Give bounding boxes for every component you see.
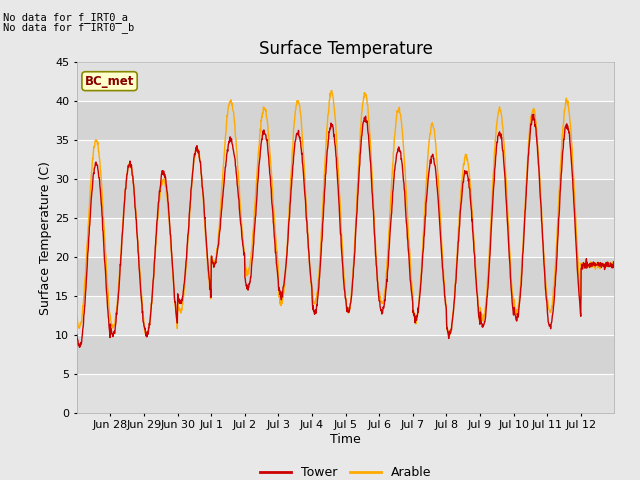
Bar	[77, 218, 614, 257]
Bar	[77, 101, 614, 140]
Bar	[77, 179, 614, 218]
Bar	[77, 296, 614, 335]
Text: No data for f̅IRT0̅_b: No data for f̅IRT0̅_b	[3, 22, 134, 33]
Bar	[77, 257, 614, 296]
Y-axis label: Surface Temperature (C): Surface Temperature (C)	[39, 161, 52, 314]
Bar	[77, 335, 614, 374]
Text: No data for f_IRT0_a: No data for f_IRT0_a	[3, 12, 128, 23]
Text: BC_met: BC_met	[85, 75, 134, 88]
Title: Surface Temperature: Surface Temperature	[259, 40, 433, 58]
Legend: Tower, Arable: Tower, Arable	[255, 461, 436, 480]
X-axis label: Time: Time	[330, 433, 361, 446]
Bar	[77, 62, 614, 101]
Bar	[77, 140, 614, 179]
Bar	[77, 374, 614, 413]
